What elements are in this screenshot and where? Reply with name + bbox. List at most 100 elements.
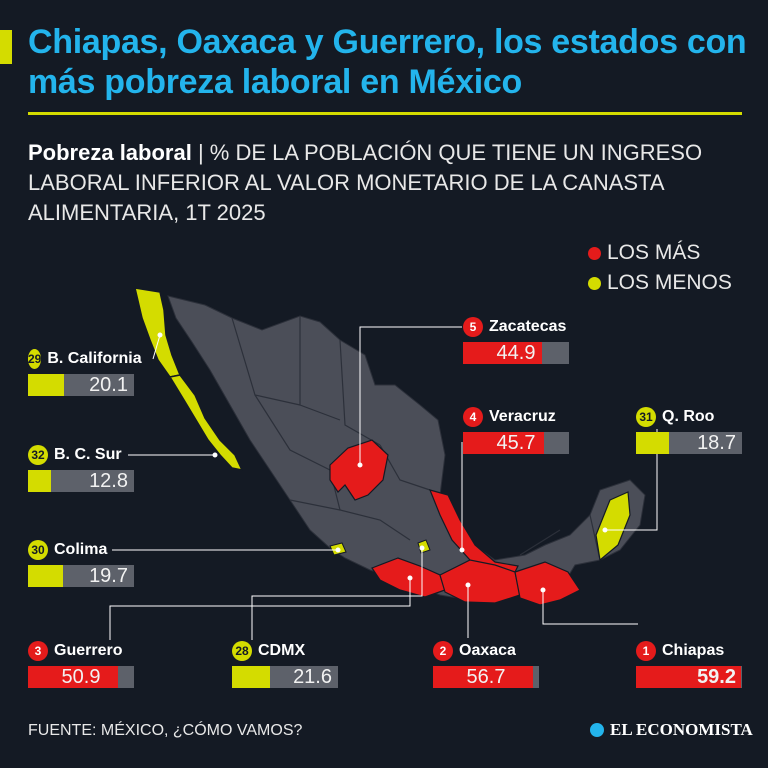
- rank-badge: 28: [232, 641, 252, 661]
- callout-head-veracruz: 4 Veracruz: [463, 406, 569, 428]
- value-fill: [433, 666, 534, 688]
- legend: LOS MÁS LOS MENOS: [588, 238, 732, 298]
- value-fill: [463, 342, 543, 364]
- callout-head-chiapas: 1 Chiapas: [636, 640, 742, 662]
- value-fill: [28, 374, 64, 396]
- callout-veracruz: 4 Veracruz 45.7: [463, 406, 569, 454]
- rank-badge: 1: [636, 641, 656, 661]
- state-name: Oaxaca: [459, 642, 516, 659]
- brand-name: EL ECONOMISTA: [610, 720, 753, 739]
- leader-lines: [109, 326, 658, 640]
- callout-head-zacatecas: 5 Zacatecas: [463, 316, 569, 338]
- legend-label-high: LOS MÁS: [607, 241, 701, 264]
- leader-dot-zacatecas: [357, 462, 363, 468]
- leader-guerrero: [109, 578, 411, 640]
- leader-dot-guerrero: [407, 575, 413, 581]
- callout-cdmx: 28 CDMX 21.6: [232, 640, 338, 688]
- value-label: 20.1: [89, 374, 128, 396]
- value-label: 45.7: [496, 432, 536, 454]
- chart-subtitle: Pobreza laboral | % DE LA POBLACIÓN QUE …: [28, 138, 738, 228]
- callout-bcs: 32 B. C. Sur 12.8: [28, 444, 134, 492]
- value-fill: [28, 565, 63, 587]
- leader-dot-colima: [335, 547, 341, 553]
- rank-badge: 32: [28, 445, 48, 465]
- value-bar: 44.9: [463, 342, 569, 364]
- map-mainland: [167, 295, 646, 601]
- brand-icon: [590, 723, 604, 737]
- map-state-borders: [231, 316, 601, 561]
- map-quintana-roo: [595, 491, 631, 562]
- legend-dot-high: [588, 246, 601, 260]
- callout-head-qroo: 31 Q. Roo: [636, 406, 742, 428]
- callout-guerrero: 3 Guerrero 50.9: [28, 640, 134, 688]
- leader-dot-baja-california: [157, 332, 163, 338]
- leader-dot-oaxaca: [465, 582, 471, 588]
- value-label: 21.6: [293, 666, 332, 688]
- state-name: B. C. Sur: [54, 446, 122, 463]
- state-name: Q. Roo: [662, 408, 715, 425]
- value-label: 18.7: [697, 432, 736, 454]
- map-chiapas: [514, 561, 581, 606]
- value-bar: 19.7: [28, 565, 134, 587]
- leader-dot-cdmx: [419, 545, 425, 551]
- map-baja-california-sur: [168, 374, 244, 472]
- legend-label-low: LOS MENOS: [607, 271, 732, 294]
- value-bar: 59.2: [636, 666, 742, 688]
- state-name: Colima: [54, 541, 108, 558]
- state-name: Chiapas: [662, 642, 725, 659]
- leader-qroo: [605, 429, 658, 531]
- callout-head-colima: 30 Colima: [28, 539, 134, 561]
- callout-head-oaxaca: 2 Oaxaca: [433, 640, 539, 662]
- leader-dot-qroo: [602, 527, 608, 533]
- callout-head-bcs: 32 B. C. Sur: [28, 444, 134, 466]
- value-label: 56.7: [466, 666, 506, 688]
- map-zacatecas: [329, 439, 389, 501]
- callout-oaxaca: 2 Oaxaca 56.7: [433, 640, 539, 688]
- state-name: CDMX: [258, 642, 306, 659]
- value-bar: 45.7: [463, 432, 569, 454]
- subtitle-bold: Pobreza laboral: [28, 140, 192, 165]
- source-footer: FUENTE: MÉXICO, ¿CÓMO VAMOS?: [28, 722, 303, 739]
- value-label: 12.8: [89, 470, 128, 492]
- value-fill: [28, 470, 51, 492]
- leader-dot-chiapas: [540, 587, 546, 593]
- title-accent-bar: [0, 30, 12, 64]
- callout-head-cdmx: 28 CDMX: [232, 640, 338, 662]
- value-fill: [463, 432, 544, 454]
- leader-zacatecas: [359, 326, 462, 465]
- callout-head-baja-california: 29 B. California: [28, 348, 142, 370]
- state-name: Zacatecas: [489, 318, 567, 335]
- value-bar: 12.8: [28, 470, 134, 492]
- value-fill: [232, 666, 271, 688]
- title-divider: [28, 112, 742, 115]
- callout-colima: 30 Colima 19.7: [28, 539, 134, 587]
- value-fill: [636, 666, 741, 688]
- rank-badge: 3: [28, 641, 48, 661]
- subtitle-text: % DE LA POBLACIÓN QUE TIENE UN INGRESO L…: [28, 140, 703, 225]
- value-bar: 18.7: [636, 432, 742, 454]
- value-bar: 20.1: [28, 374, 134, 396]
- legend-dot-low: [588, 276, 601, 290]
- leader-chiapas: [542, 590, 638, 625]
- rank-badge: 30: [28, 540, 48, 560]
- rank-badge: 5: [463, 317, 483, 337]
- leader-baja-california: [152, 334, 161, 360]
- leader-dot-bcs: [212, 452, 218, 458]
- value-label: 19.7: [89, 565, 128, 587]
- value-bar: 21.6: [232, 666, 338, 688]
- page-title: Chiapas, Oaxaca y Guerrero, los estados …: [28, 23, 747, 101]
- callout-chiapas: 1 Chiapas 59.2: [636, 640, 742, 688]
- value-bar: 56.7: [433, 666, 539, 688]
- subtitle-separator: |: [191, 140, 210, 165]
- callout-zacatecas: 5 Zacatecas 44.9: [463, 316, 569, 364]
- rank-badge: 31: [636, 407, 656, 427]
- rank-badge: 29: [28, 349, 42, 369]
- value-bar: 50.9: [28, 666, 134, 688]
- callout-qroo: 31 Q. Roo 18.7: [636, 406, 742, 454]
- state-name: Veracruz: [489, 408, 556, 425]
- state-name: Guerrero: [54, 642, 123, 659]
- value-fill: [28, 666, 118, 688]
- rank-badge: 4: [463, 407, 483, 427]
- value-label: 50.9: [61, 666, 101, 688]
